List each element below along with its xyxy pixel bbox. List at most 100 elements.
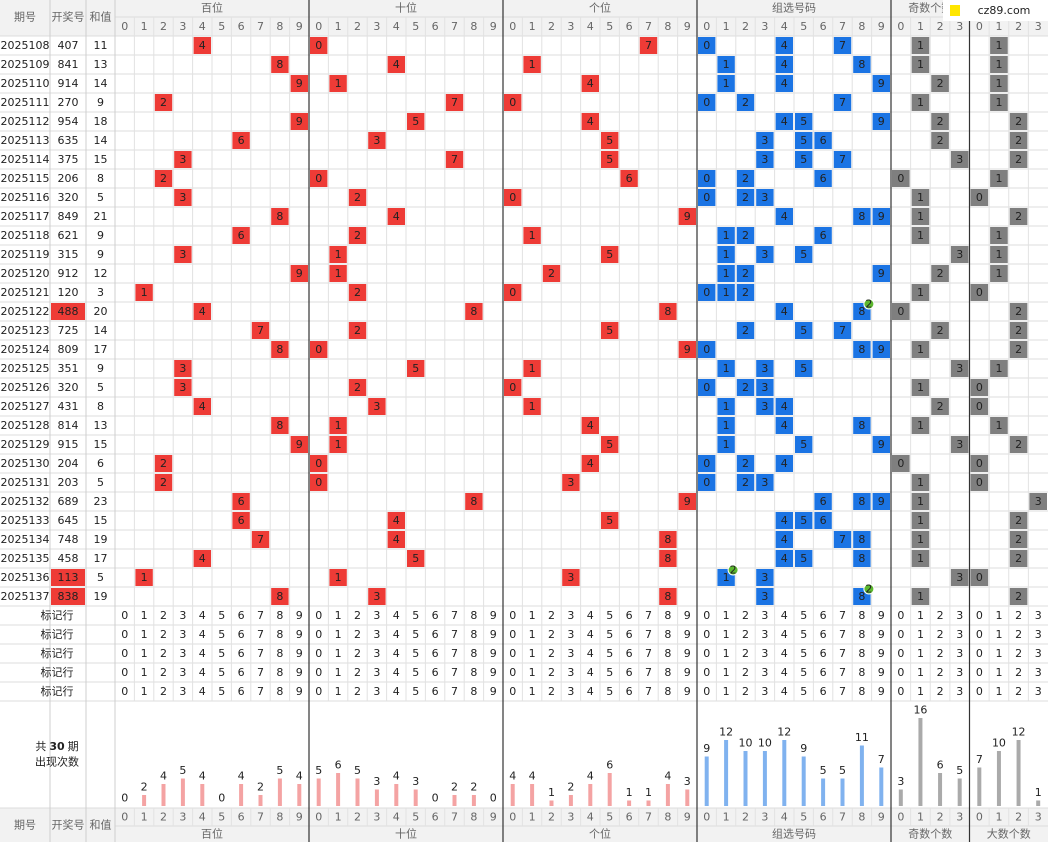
- odd-count: [931, 132, 949, 149]
- marker-digit: 5: [218, 666, 225, 679]
- count-label: 4: [664, 770, 671, 783]
- marker-digit: 3: [567, 647, 574, 660]
- odd-count-text: 1: [917, 590, 924, 603]
- combo-digit-text: 0: [703, 343, 710, 356]
- marker-digit: 3: [1035, 685, 1042, 698]
- odd-count: [931, 75, 949, 92]
- combo-digit-text: 3: [761, 153, 768, 166]
- marker-digit: 6: [238, 647, 245, 660]
- combo-digit: [698, 284, 716, 301]
- odd-count: [950, 246, 969, 263]
- combo-digit: [795, 550, 813, 567]
- marker-digit: 1: [917, 666, 924, 679]
- footer-digit: 1: [335, 811, 342, 824]
- position-digit-text: 6: [238, 134, 245, 147]
- big-count-text: 2: [1015, 552, 1022, 565]
- position-digit: [504, 379, 522, 396]
- count-label: 4: [160, 770, 167, 783]
- position-digit-text: 8: [276, 343, 283, 356]
- count-bar: [180, 778, 185, 806]
- odd-count-text: 1: [917, 476, 924, 489]
- marker-digit: 7: [839, 685, 846, 698]
- odd-count: [911, 493, 930, 510]
- combo-digit-text: 4: [781, 210, 788, 223]
- combo-digit-text: 1: [723, 286, 730, 299]
- combo-digit: [736, 265, 755, 282]
- marker-digit: 2: [160, 685, 167, 698]
- combo-digit: [814, 170, 832, 187]
- combo-digit: [833, 37, 852, 54]
- marker-digit: 1: [723, 666, 730, 679]
- combo-digit: [853, 417, 871, 434]
- combo-digit: [795, 322, 813, 339]
- count-label: 4: [393, 770, 400, 783]
- combo-digit: [717, 436, 735, 453]
- marker-digit: 7: [839, 647, 846, 660]
- count-label: 2: [257, 781, 264, 794]
- marker-digit: 4: [393, 609, 400, 622]
- odd-count-text: 3: [956, 362, 963, 375]
- header-digit: 9: [490, 20, 497, 33]
- position-digit-text: 1: [335, 571, 342, 584]
- marker-digit: 3: [956, 666, 963, 679]
- combo-digit-text: 9: [878, 495, 885, 508]
- position-digit-text: 9: [296, 267, 303, 280]
- odd-count: [931, 265, 949, 282]
- marker-digit: 1: [529, 609, 536, 622]
- marker-digit: 9: [878, 609, 885, 622]
- marker-digit: 6: [238, 685, 245, 698]
- big-count-text: 0: [976, 286, 983, 299]
- odd-count: [911, 284, 930, 301]
- count-bar: [1016, 740, 1021, 806]
- combo-digit: [775, 417, 793, 434]
- count-bar: [336, 773, 341, 806]
- combo-digit: [795, 151, 813, 168]
- combo-digit: [775, 56, 793, 73]
- marker-digit: 8: [858, 628, 865, 641]
- count-bar: [530, 784, 535, 806]
- combo-digit: [814, 512, 832, 529]
- position-digit-text: 8: [276, 419, 283, 432]
- marker-digit: 0: [121, 628, 128, 641]
- repeat-badge-text: 2: [865, 583, 872, 596]
- position-digit-text: 0: [509, 286, 516, 299]
- marker-digit: 2: [937, 666, 944, 679]
- odd-count-text: 2: [937, 77, 944, 90]
- marker-digit: 0: [976, 628, 983, 641]
- number: 351: [58, 362, 79, 375]
- position-digit: [368, 398, 386, 415]
- position-digit-text: 1: [529, 400, 536, 413]
- position-digit: [329, 246, 347, 263]
- number: 914: [58, 77, 79, 90]
- footer-digit: 4: [199, 811, 206, 824]
- count-label: 9: [703, 742, 710, 755]
- big-count-text: 2: [1015, 324, 1022, 337]
- count-label: 0: [121, 792, 128, 805]
- odd-count-text: 3: [956, 248, 963, 261]
- header-digit: 7: [645, 20, 652, 33]
- combo-digit-text: 2: [742, 324, 749, 337]
- count-bar: [879, 767, 884, 806]
- marker-digit: 3: [373, 609, 380, 622]
- big-count: [990, 246, 1008, 263]
- odd-count-text: 1: [917, 552, 924, 565]
- marker-digit: 9: [490, 609, 497, 622]
- footer-digit: 0: [976, 811, 983, 824]
- count-label: 0: [490, 792, 497, 805]
- combo-digit: [853, 208, 871, 225]
- combo-digit: [775, 37, 793, 54]
- marker-digit: 3: [567, 666, 574, 679]
- marker-digit: 8: [858, 685, 865, 698]
- position-digit: [310, 341, 328, 358]
- count-bar: [665, 784, 670, 806]
- marker-digit: 2: [742, 685, 749, 698]
- position-digit: [465, 493, 483, 510]
- combo-digit: [775, 531, 793, 548]
- combo-digit: [756, 132, 774, 149]
- count-bar: [627, 800, 632, 806]
- marker-label: 标记行: [41, 608, 74, 622]
- number: 203: [58, 476, 79, 489]
- footer-digit: 2: [742, 811, 749, 824]
- combo-digit: [775, 398, 793, 415]
